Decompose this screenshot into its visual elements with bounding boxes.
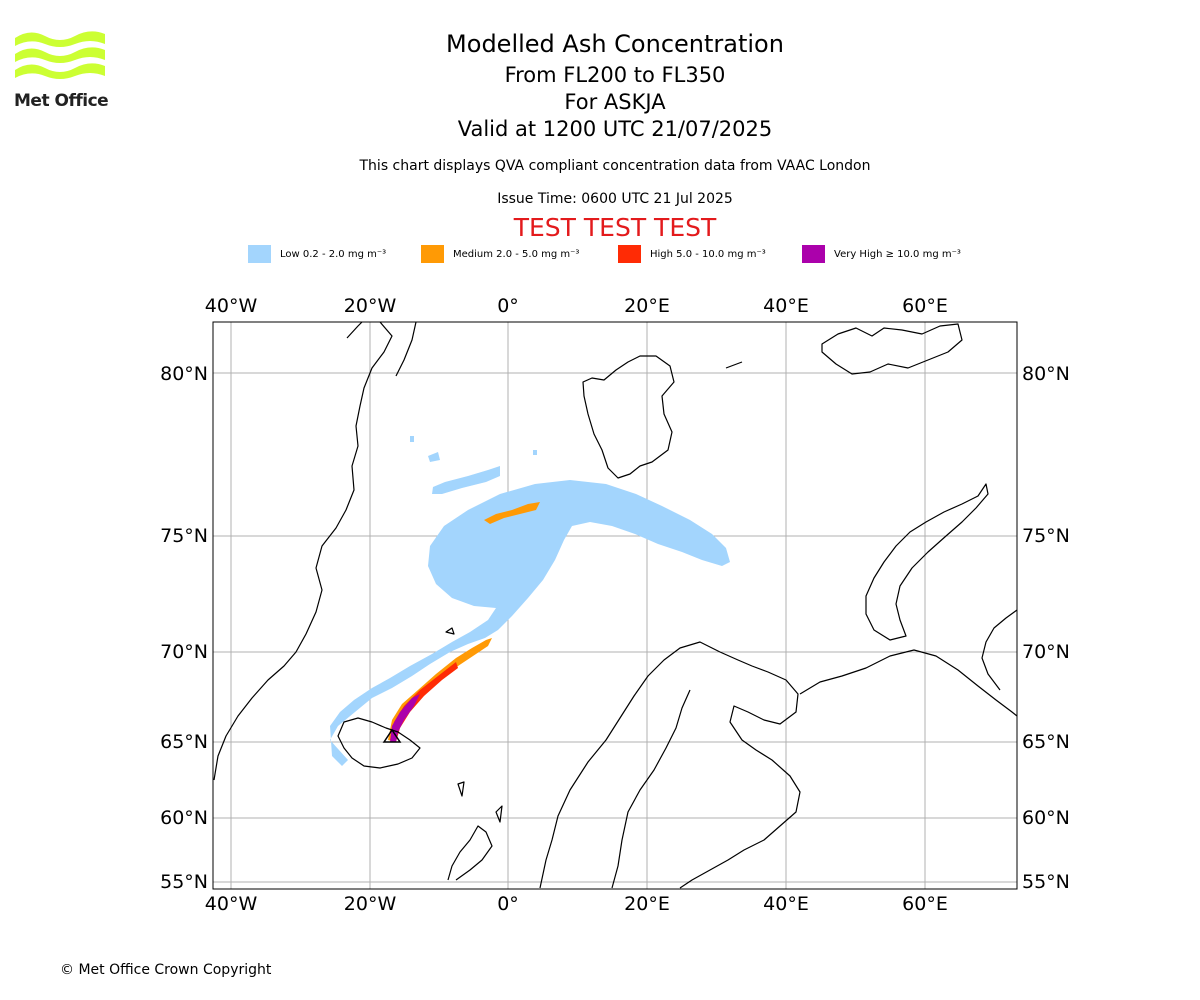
lat-tick-left: 80°N — [160, 363, 208, 385]
legend-label-high: High 5.0 - 10.0 mg m⁻³ — [650, 248, 766, 260]
volcano-name: For ASKJA — [564, 90, 666, 114]
lon-tick-top: 40°W — [205, 295, 258, 317]
iceland-coast — [337, 717, 421, 769]
lat-tick-right: 70°N — [1022, 641, 1070, 663]
legend-item-medium: Medium 2.0 - 5.0 mg m⁻³ — [421, 244, 579, 264]
volcano-marker-icon — [382, 728, 402, 743]
lat-tick-right: 65°N — [1022, 731, 1070, 753]
lat-tick-right: 60°N — [1022, 807, 1070, 829]
lat-tick-left: 70°N — [160, 641, 208, 663]
ash-low-area — [330, 436, 730, 766]
lat-tick-right: 55°N — [1022, 871, 1070, 893]
map-gridlines — [213, 322, 1017, 889]
legend-item-high: High 5.0 - 10.0 mg m⁻³ — [618, 244, 766, 264]
subtitle: This chart displays QVA compliant concen… — [359, 158, 871, 174]
lon-ticks-top: 40°W 20°W 0° 20°E 40°E 60°E — [205, 295, 948, 317]
legend-label-medium: Medium 2.0 - 5.0 mg m⁻³ — [453, 248, 580, 260]
logo-text: Met Office — [14, 91, 109, 111]
lon-tick-top: 0° — [497, 295, 519, 317]
lon-ticks-bottom: 40°W 20°W 0° 20°E 40°E 60°E — [205, 893, 948, 915]
kvitoya-coast — [725, 361, 743, 369]
greenland-coast — [213, 321, 393, 781]
lat-tick-right: 80°N — [1022, 363, 1070, 385]
scandinavia-coast — [539, 641, 801, 889]
lon-tick-top: 60°E — [902, 295, 948, 317]
jan-mayen-coast — [445, 627, 455, 635]
faroe-coast — [457, 781, 465, 797]
legend-item-low: Low 0.2 - 2.0 mg m⁻³ — [248, 244, 386, 264]
lon-tick-bottom: 60°E — [902, 893, 948, 915]
svalbard-coast — [582, 355, 675, 479]
chart-title: Modelled Ash Concentration — [446, 30, 784, 58]
ash-medium-area — [388, 502, 540, 742]
lon-tick-bottom: 0° — [497, 893, 519, 915]
lat-ticks-right: 80°N 75°N 70°N 65°N 60°N 55°N — [1022, 363, 1070, 893]
scotland-coast — [447, 825, 493, 881]
ash-very-high-area — [390, 694, 420, 742]
lat-tick-left: 65°N — [160, 731, 208, 753]
lat-tick-left: 55°N — [160, 871, 208, 893]
lon-tick-top: 20°W — [344, 295, 397, 317]
coastlines — [213, 321, 1018, 889]
lon-tick-bottom: 20°E — [624, 893, 670, 915]
met-office-waves-icon — [15, 31, 105, 79]
met-office-logo: Met Office — [12, 28, 112, 114]
yamal-coast — [981, 609, 1018, 691]
valid-time: Valid at 1200 UTC 21/07/2025 — [457, 117, 773, 141]
greenland-coast-north — [395, 321, 417, 377]
bothnia-coast — [611, 689, 691, 889]
novaya-zemlya-coast — [865, 483, 989, 641]
legend-swatch-medium — [421, 245, 444, 263]
legend-label-low: Low 0.2 - 2.0 mg m⁻³ — [280, 248, 387, 260]
lat-tick-left: 60°N — [160, 807, 208, 829]
map-frame — [212, 321, 1018, 890]
lat-ticks-left: 80°N 75°N 70°N 65°N 60°N 55°N — [160, 363, 208, 893]
lon-tick-bottom: 20°W — [344, 893, 397, 915]
issue-time: Issue Time: 0600 UTC 21 Jul 2025 — [497, 191, 733, 207]
lon-tick-top: 20°E — [624, 295, 670, 317]
lat-tick-right: 75°N — [1022, 525, 1070, 547]
legend-swatch-low — [248, 245, 271, 263]
lon-tick-top: 40°E — [763, 295, 809, 317]
lon-tick-bottom: 40°E — [763, 893, 809, 915]
legend-label-very-high: Very High ≥ 10.0 mg m⁻³ — [834, 248, 961, 260]
copyright-notice: © Met Office Crown Copyright — [60, 962, 272, 978]
legend-swatch-very-high — [802, 245, 825, 263]
test-banner: TEST TEST TEST — [513, 213, 717, 242]
legend-swatch-high — [618, 245, 641, 263]
lon-tick-bottom: 40°W — [205, 893, 258, 915]
shetland-coast — [495, 805, 503, 823]
franz-josef-land-coast — [821, 323, 963, 375]
legend-item-very-high: Very High ≥ 10.0 mg m⁻³ — [802, 244, 961, 264]
flight-level-range: From FL200 to FL350 — [504, 63, 726, 87]
russia-north-coast — [799, 649, 1018, 717]
lat-tick-left: 75°N — [160, 525, 208, 547]
